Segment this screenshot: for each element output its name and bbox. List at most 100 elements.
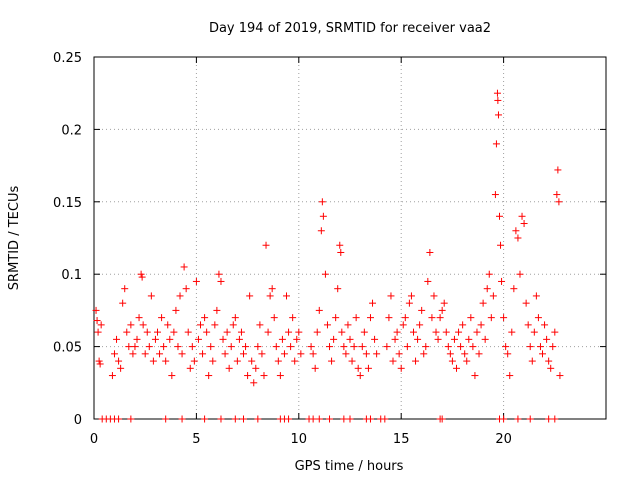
data-point: [227, 343, 235, 351]
data-point: [138, 273, 146, 281]
data-point: [319, 212, 327, 220]
data-point: [485, 270, 493, 278]
y-tick-label: 0.05: [53, 341, 82, 356]
data-point: [254, 343, 262, 351]
data-point: [137, 270, 145, 278]
data-point: [444, 343, 452, 351]
data-point: [459, 321, 467, 329]
data-point: [493, 89, 501, 97]
data-point: [504, 350, 512, 358]
data-point: [162, 415, 170, 423]
data-point: [260, 372, 268, 380]
data-point: [539, 350, 547, 358]
data-point: [461, 350, 469, 358]
data-point: [555, 198, 563, 206]
data-point: [258, 350, 266, 358]
data-point: [172, 306, 180, 314]
data-point: [328, 357, 336, 365]
data-point: [545, 357, 553, 365]
data-point: [430, 292, 438, 300]
data-point: [420, 350, 428, 358]
data-point: [354, 364, 362, 372]
data-point: [350, 343, 358, 351]
data-point: [262, 241, 270, 249]
data-point: [491, 191, 499, 199]
data-point: [364, 364, 372, 372]
data-point: [309, 415, 317, 423]
data-point: [313, 328, 321, 336]
data-point: [340, 415, 348, 423]
data-point: [242, 343, 250, 351]
data-point: [133, 335, 141, 343]
data-point: [389, 357, 397, 365]
data-point: [235, 335, 243, 343]
data-point: [158, 314, 166, 322]
data-point: [434, 335, 442, 343]
data-point: [188, 343, 196, 351]
data-point: [315, 306, 323, 314]
data-point: [113, 335, 121, 343]
y-tick-label: 0.15: [53, 196, 82, 211]
data-point: [285, 415, 293, 423]
data-points: [92, 89, 564, 423]
data-point: [395, 350, 403, 358]
data-point: [170, 328, 178, 336]
data-point: [436, 314, 444, 322]
data-point: [338, 328, 346, 336]
data-point: [149, 357, 157, 365]
data-point: [514, 234, 522, 242]
data-point: [442, 328, 450, 336]
data-point: [428, 314, 436, 322]
data-point: [196, 321, 204, 329]
data-point: [438, 306, 446, 314]
data-point: [330, 335, 338, 343]
data-point: [321, 270, 329, 278]
y-tick-label: 0.2: [61, 123, 82, 138]
data-point: [176, 292, 184, 300]
data-point: [465, 335, 473, 343]
data-point: [323, 321, 331, 329]
data-point: [553, 191, 561, 199]
data-point: [141, 350, 149, 358]
data-point: [541, 321, 549, 329]
data-point: [399, 321, 407, 329]
data-point: [266, 292, 274, 300]
data-point: [274, 357, 282, 365]
data-point: [129, 350, 137, 358]
data-point: [315, 415, 323, 423]
data-point: [549, 343, 557, 351]
data-point: [168, 372, 176, 380]
data-point: [164, 321, 172, 329]
data-point: [479, 299, 487, 307]
data-point: [135, 314, 143, 322]
data-point: [494, 111, 502, 119]
data-point: [414, 335, 422, 343]
data-point: [110, 350, 118, 358]
y-tick-label: 0.1: [61, 268, 82, 283]
data-point: [244, 372, 252, 380]
data-point: [119, 299, 127, 307]
data-point: [231, 314, 239, 322]
data-point: [280, 350, 288, 358]
data-point: [514, 415, 522, 423]
data-point: [160, 343, 168, 351]
data-point: [272, 343, 280, 351]
data-point: [229, 321, 237, 329]
data-point: [213, 306, 221, 314]
data-point: [416, 321, 424, 329]
data-point: [178, 350, 186, 358]
data-point: [500, 314, 508, 322]
x-axis-ticks: 0 5 10 15 20: [90, 57, 512, 447]
data-point: [240, 350, 248, 358]
data-point: [115, 357, 123, 365]
data-point: [502, 343, 510, 351]
data-point: [424, 277, 432, 285]
data-point: [334, 285, 342, 293]
data-point: [489, 292, 497, 300]
data-point: [481, 335, 489, 343]
data-point: [467, 314, 475, 322]
x-tick-label: 10: [291, 432, 308, 447]
data-point: [326, 343, 334, 351]
data-point: [516, 270, 524, 278]
data-point: [162, 357, 170, 365]
